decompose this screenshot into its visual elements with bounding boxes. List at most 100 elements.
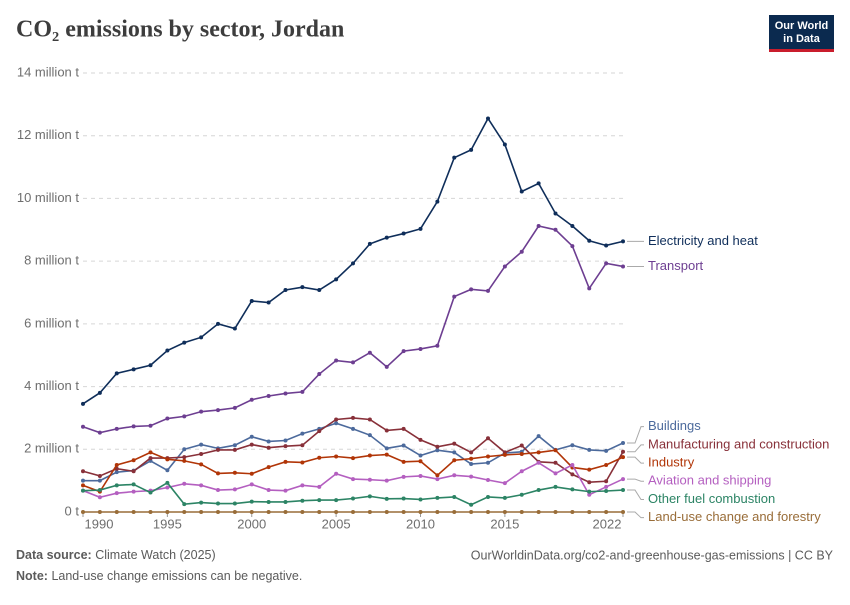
series-line xyxy=(82,225,624,434)
data-point xyxy=(300,389,305,394)
data-point xyxy=(300,285,305,290)
data-point xyxy=(502,142,507,147)
data-point xyxy=(452,441,457,446)
data-point xyxy=(351,360,355,365)
data-point xyxy=(536,181,541,186)
data-point xyxy=(536,434,541,439)
data-point xyxy=(536,450,541,455)
data-point xyxy=(216,510,220,514)
data-point xyxy=(114,510,119,514)
legend-label: Transport xyxy=(648,258,704,273)
url[interactable]: OurWorldinData.org/co2-and-greenhouse-ga… xyxy=(471,548,834,562)
data-point xyxy=(182,510,187,514)
data-point xyxy=(81,488,85,493)
data-point xyxy=(553,471,558,476)
data-point xyxy=(165,457,170,462)
data-point xyxy=(232,501,237,506)
data-point xyxy=(300,443,305,448)
series xyxy=(81,480,625,507)
data-point xyxy=(401,496,406,501)
data-point xyxy=(148,450,153,455)
data-point xyxy=(452,155,457,160)
data-point xyxy=(418,437,423,442)
data-point xyxy=(266,488,271,493)
data-point xyxy=(182,502,187,507)
data-point xyxy=(452,294,457,299)
data-point xyxy=(216,447,220,452)
data-point xyxy=(536,488,541,493)
data-point xyxy=(317,484,322,489)
data-point xyxy=(97,430,102,435)
data-point xyxy=(553,211,558,216)
legend-label: Industry xyxy=(648,455,695,470)
data-point xyxy=(182,447,187,452)
data-point xyxy=(469,474,474,479)
logo-bar xyxy=(769,49,834,52)
data-point xyxy=(570,472,575,477)
series xyxy=(81,510,625,514)
data-point xyxy=(266,445,271,450)
leader-line xyxy=(627,489,644,500)
data-point xyxy=(232,443,237,448)
data-point xyxy=(553,484,558,489)
data-point xyxy=(114,470,119,475)
data-point xyxy=(81,469,85,474)
data-point xyxy=(587,286,592,291)
y-tick-label: 10 million t xyxy=(17,190,80,205)
series xyxy=(81,460,625,500)
data-point xyxy=(570,462,575,467)
data-point xyxy=(317,429,322,434)
data-point xyxy=(435,477,440,482)
data-point xyxy=(587,447,592,452)
y-tick-label: 12 million t xyxy=(17,127,80,142)
data-point xyxy=(283,287,288,292)
data-point xyxy=(97,488,102,493)
data-point xyxy=(519,469,524,474)
data-point xyxy=(317,455,322,460)
data-point xyxy=(587,492,592,497)
data-point xyxy=(621,488,625,493)
data-point xyxy=(621,449,625,454)
data-point xyxy=(418,453,423,458)
data-point xyxy=(232,405,237,410)
data-point xyxy=(283,438,288,443)
data-point xyxy=(249,482,254,487)
data-point xyxy=(131,469,136,474)
data-point xyxy=(199,462,204,467)
data-point xyxy=(148,490,153,495)
data-point xyxy=(97,478,102,483)
legend-label: Other fuel combustion xyxy=(648,491,775,506)
y-tick-label: 2 million t xyxy=(24,441,79,456)
data-point xyxy=(131,424,136,429)
data-point xyxy=(334,471,339,476)
leader-line xyxy=(627,511,644,519)
data-point xyxy=(81,424,85,429)
data-point xyxy=(367,350,372,355)
logo-box[interactable] xyxy=(769,15,834,49)
data-point xyxy=(604,462,609,467)
x-tick-label: 2015 xyxy=(490,516,519,531)
data-point xyxy=(351,415,355,420)
data-point xyxy=(435,444,440,449)
data-point xyxy=(553,448,558,453)
logo[interactable]: Our World in Data xyxy=(769,15,834,52)
data-point xyxy=(165,416,170,421)
data-point xyxy=(519,451,524,456)
data-point xyxy=(469,462,474,467)
x-tick-label: 2010 xyxy=(406,516,435,531)
data-point xyxy=(384,364,389,369)
data-point xyxy=(97,473,102,478)
data-point xyxy=(283,488,288,493)
data-point xyxy=(97,390,102,395)
legend-label: Land-use change and forestry xyxy=(648,509,821,524)
data-point xyxy=(199,510,204,514)
data-point xyxy=(216,471,220,476)
data-point xyxy=(519,510,524,514)
source-text: Climate Watch (2025) xyxy=(95,548,215,562)
data-point xyxy=(131,489,136,494)
data-point xyxy=(81,401,85,406)
source-label: Data source: xyxy=(16,548,92,562)
data-point xyxy=(570,244,575,249)
leader-line xyxy=(627,456,644,464)
